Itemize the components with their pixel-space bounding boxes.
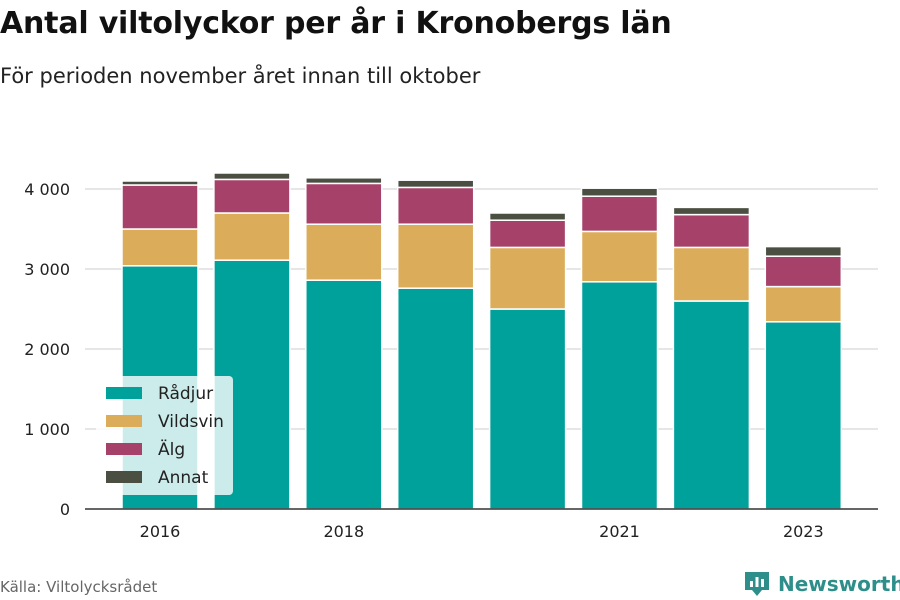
bar-segment	[580, 187, 659, 197]
legend-label: Vildsvin	[158, 412, 224, 432]
bar-segment	[580, 230, 659, 283]
bar-segment	[305, 279, 383, 510]
legend-swatch	[106, 415, 142, 427]
bar-segment	[305, 177, 383, 185]
bar-chart-logo-icon	[745, 572, 769, 596]
bar-segment	[580, 195, 659, 233]
bar-segment	[213, 172, 291, 181]
stacked-bar-chart: 0 1 000 2 000 3 000 4 000 2016 2018 2021 2023 R…	[24, 172, 878, 541]
bar-segment	[764, 255, 843, 288]
bar-segment	[305, 182, 383, 225]
chart-title: Antal viltolyckor per år i Kronobergs lä…	[0, 6, 672, 41]
legend-swatch	[106, 443, 142, 455]
legend-label: Annat	[158, 468, 209, 488]
bar-segment	[396, 179, 475, 189]
bar-segment	[213, 178, 291, 214]
x-tick-label: 2016	[140, 522, 181, 541]
legend-label: Älg	[158, 439, 185, 460]
bar-segment	[121, 184, 199, 230]
bar-segment	[121, 228, 199, 267]
legend: Rådjur Vildsvin Älg Annat	[96, 376, 233, 495]
bar-segment	[488, 246, 567, 310]
legend-swatch	[106, 471, 142, 483]
bar-segment	[488, 212, 567, 221]
bar-segment	[672, 300, 751, 510]
bar-segment	[488, 308, 567, 510]
bar-segment	[488, 219, 567, 249]
y-tick-label: 2 000	[24, 340, 70, 359]
bar-segment	[672, 206, 751, 216]
y-tick-label: 1 000	[24, 420, 70, 439]
bar-segment	[396, 223, 475, 289]
bar-segment	[121, 180, 199, 186]
y-tick-label: 4 000	[24, 180, 70, 199]
x-axis-ticks: 2016 2018 2021 2023	[85, 508, 878, 541]
bar-segment	[672, 246, 751, 302]
x-tick-label: 2021	[599, 522, 640, 541]
y-tick-label: 0	[60, 500, 70, 519]
bar-segment	[764, 285, 843, 323]
source-note: Källa: Viltolycksrådet	[0, 578, 158, 596]
x-tick-label: 2018	[323, 522, 364, 541]
bar-segment	[764, 321, 843, 510]
legend-label: Rådjur	[158, 383, 213, 404]
x-tick-label: 2023	[783, 522, 824, 541]
chart-subtitle: För perioden november året innan till ok…	[0, 64, 481, 88]
bar-segment	[580, 281, 659, 510]
bar-segment	[672, 213, 751, 249]
legend-swatch	[106, 387, 142, 399]
brand-name: Newsworthy	[778, 572, 900, 596]
y-tick-label: 3 000	[24, 260, 70, 279]
brand: Newsworthy	[744, 569, 900, 599]
bar-segment	[396, 287, 475, 510]
y-axis-ticks: 0 1 000 2 000 3 000 4 000	[24, 180, 70, 519]
bar-segment	[396, 186, 475, 225]
bar-segment	[305, 223, 383, 281]
bar-segment	[213, 212, 291, 261]
bar-segment	[764, 245, 843, 257]
legend-box	[96, 376, 233, 495]
